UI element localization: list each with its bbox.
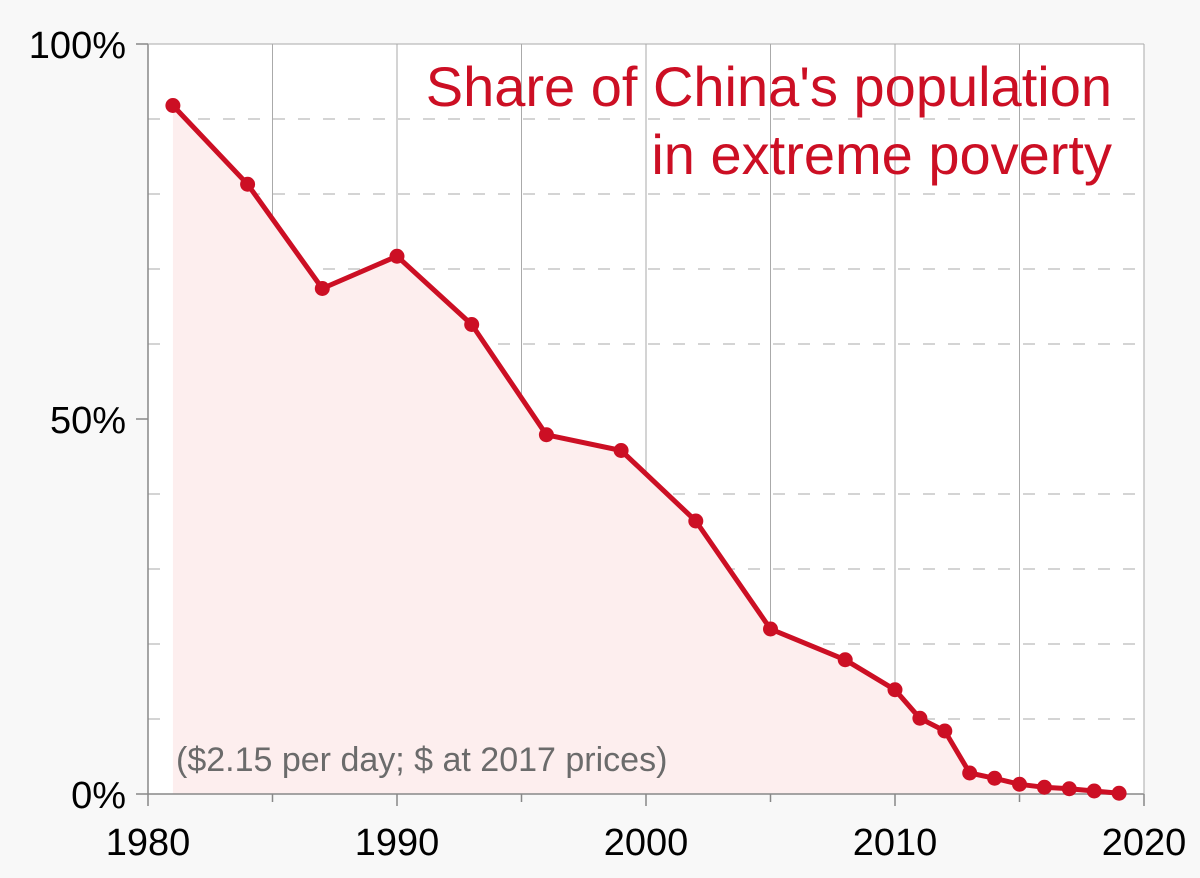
data-point — [688, 513, 704, 529]
data-point — [763, 621, 778, 637]
data-point — [1111, 785, 1127, 801]
y-tick-label: 0% — [71, 775, 126, 817]
data-point — [987, 770, 1003, 786]
data-point — [240, 176, 256, 192]
axes — [136, 43, 1145, 806]
area-fill — [172, 105, 1120, 794]
data-point — [887, 682, 903, 698]
data-point — [962, 765, 978, 781]
data-point — [837, 652, 853, 668]
chart-title-line-2: in extreme poverty — [651, 123, 1112, 186]
data-point — [613, 443, 629, 458]
data-point — [912, 710, 928, 726]
data-point — [464, 317, 480, 332]
data-point — [389, 248, 405, 264]
chart-annotation: ($2.15 per day; $ at 2017 prices) — [176, 741, 667, 779]
y-tick-label: 100% — [29, 25, 126, 67]
tick-labels: 1980 1990 2000 2010 2020 0% 50% 100% — [29, 25, 1186, 864]
data-point — [538, 427, 554, 443]
y-tick-label: 50% — [50, 400, 126, 442]
data-point — [165, 98, 181, 113]
data-point — [937, 723, 953, 739]
x-tick-label: 2020 — [1102, 822, 1187, 864]
x-tick-label: 1990 — [355, 822, 440, 864]
data-point — [1086, 783, 1102, 799]
x-tick-label: 2010 — [853, 822, 938, 864]
data-point — [314, 281, 330, 296]
chart-title-line-1: Share of China's population — [426, 55, 1112, 118]
data-points — [165, 98, 1127, 801]
x-tick-label: 1980 — [106, 822, 191, 864]
data-point — [1061, 781, 1077, 797]
x-tick-label: 2000 — [604, 822, 689, 864]
data-point — [1036, 779, 1052, 795]
data-point — [1012, 776, 1027, 792]
grid — [148, 44, 1144, 794]
